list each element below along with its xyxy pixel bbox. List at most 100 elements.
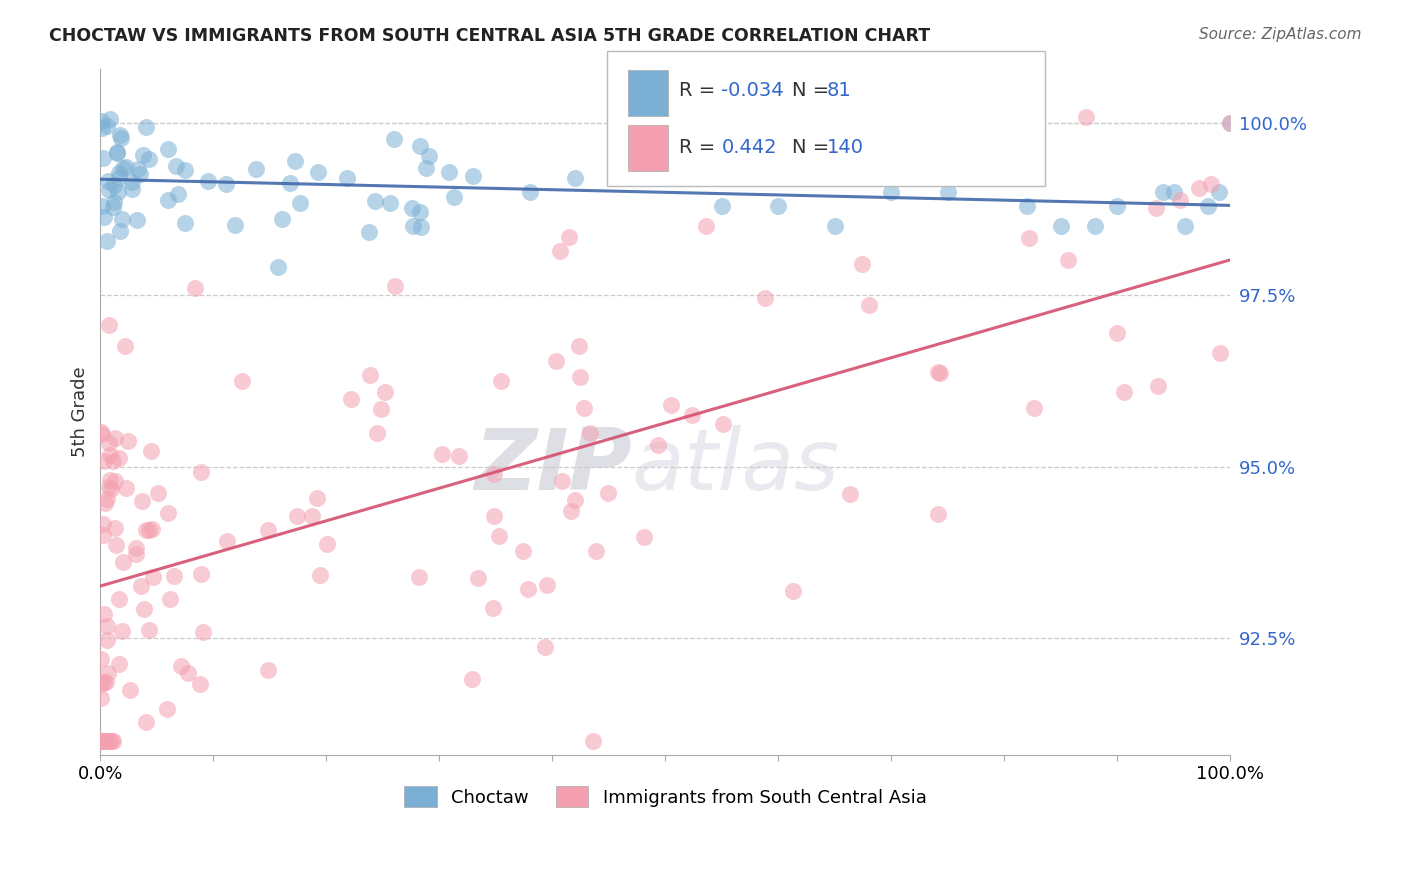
Point <box>166 187 188 202</box>
Point <box>93 674 115 689</box>
Point <box>415 161 437 176</box>
Point <box>301 509 323 524</box>
Point <box>858 298 880 312</box>
Point <box>169 659 191 673</box>
Point <box>91 199 114 213</box>
Text: R =: R = <box>679 81 721 101</box>
Point <box>94 734 117 748</box>
Point <box>411 219 433 234</box>
Point <box>1163 185 1185 199</box>
Point <box>138 153 160 167</box>
Point <box>256 663 278 677</box>
Point <box>1056 252 1078 267</box>
Text: R =: R = <box>679 137 721 157</box>
Point <box>188 676 211 690</box>
Point <box>1107 199 1129 213</box>
Point <box>177 666 200 681</box>
Point <box>90 734 112 748</box>
Point <box>146 485 169 500</box>
Point <box>340 392 363 407</box>
Point <box>111 624 134 639</box>
Point <box>103 195 125 210</box>
Point <box>127 161 149 176</box>
Point <box>90 734 112 748</box>
Point <box>754 291 776 305</box>
Text: Source: ZipAtlas.com: Source: ZipAtlas.com <box>1198 27 1361 42</box>
Point <box>1074 110 1097 124</box>
Point <box>488 529 510 543</box>
Point <box>110 131 132 145</box>
Point <box>290 196 312 211</box>
Point <box>430 447 453 461</box>
Point <box>1197 199 1219 213</box>
Point <box>191 624 214 639</box>
Point <box>271 211 294 226</box>
Point <box>108 451 131 466</box>
Point <box>936 185 959 199</box>
Y-axis label: 5th Grade: 5th Grade <box>72 367 89 457</box>
Point <box>1112 384 1135 399</box>
Point <box>695 219 717 233</box>
Point <box>90 690 112 705</box>
Point <box>224 218 246 232</box>
Point <box>159 591 181 606</box>
Point <box>98 112 121 127</box>
Point <box>105 145 128 160</box>
Point <box>90 677 112 691</box>
Text: 140: 140 <box>827 137 863 157</box>
Point <box>114 339 136 353</box>
Point <box>1208 185 1230 199</box>
Point <box>93 454 115 468</box>
Point <box>98 734 121 748</box>
Point <box>380 196 402 211</box>
Point <box>1022 401 1045 416</box>
Point <box>363 194 385 208</box>
Point <box>489 374 512 388</box>
Point <box>103 475 125 489</box>
Point <box>91 152 114 166</box>
Point <box>929 366 952 380</box>
Point <box>582 734 605 748</box>
Point <box>100 483 122 497</box>
Point <box>104 520 127 534</box>
Point <box>711 417 734 432</box>
Text: ZIP: ZIP <box>474 425 631 508</box>
Point <box>103 178 125 193</box>
Point <box>138 524 160 538</box>
Point <box>519 185 541 199</box>
Point <box>278 176 301 190</box>
Point <box>579 425 602 440</box>
Point <box>517 582 540 596</box>
Text: 0.442: 0.442 <box>721 137 778 157</box>
Point <box>107 186 129 200</box>
Point <box>100 734 122 748</box>
Point <box>560 504 582 518</box>
Point <box>463 169 485 183</box>
Point <box>90 113 112 128</box>
Point <box>117 434 139 448</box>
Point <box>135 524 157 538</box>
Point <box>536 578 558 592</box>
Point <box>1199 177 1222 191</box>
Point <box>132 601 155 615</box>
Point <box>101 734 124 748</box>
Point <box>439 165 461 179</box>
Point <box>108 128 131 142</box>
Point <box>546 353 568 368</box>
Point <box>96 235 118 249</box>
Point <box>598 486 620 500</box>
Point <box>851 257 873 271</box>
Point <box>482 508 505 523</box>
Point <box>366 426 388 441</box>
Point <box>163 569 186 583</box>
Point <box>91 121 114 136</box>
Point <box>91 516 114 531</box>
Point <box>568 339 591 353</box>
Point <box>138 623 160 637</box>
Point <box>156 507 179 521</box>
Point <box>141 523 163 537</box>
Point <box>308 567 330 582</box>
Point <box>104 431 127 445</box>
Point <box>91 528 114 542</box>
Point <box>467 571 489 585</box>
